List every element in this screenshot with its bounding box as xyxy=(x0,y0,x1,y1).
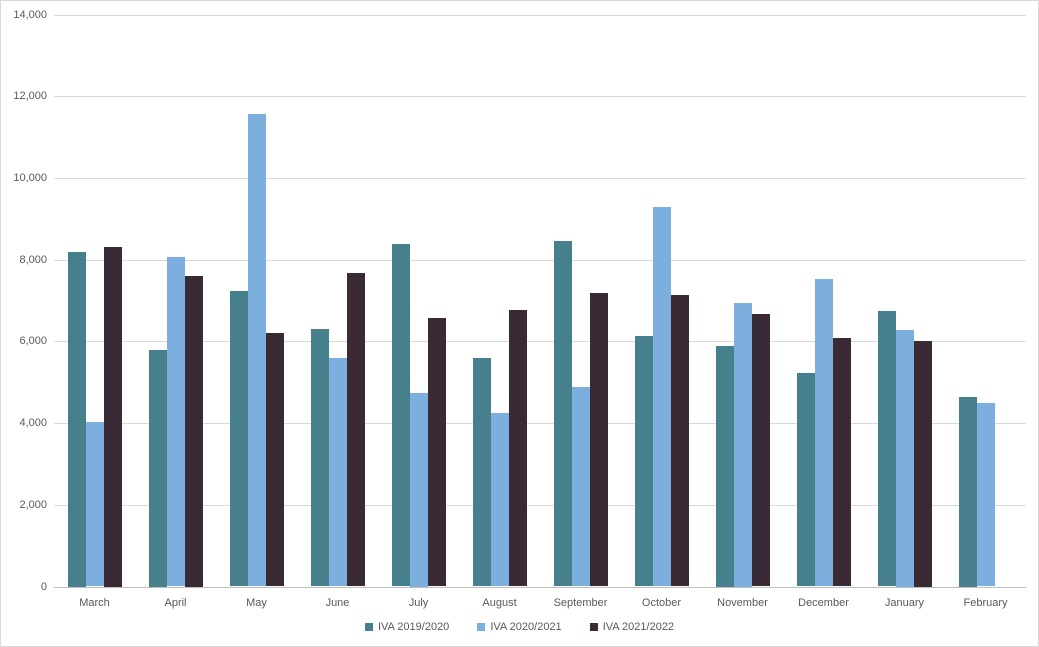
bar-iva-2020-2021-december xyxy=(814,279,833,587)
bar-iva-2019-2020-may xyxy=(229,291,248,587)
bar-iva-2020-2021-august xyxy=(490,412,509,587)
y-axis-tick-label: 14,000 xyxy=(13,8,47,21)
bar-iva-2020-2021-october xyxy=(652,206,671,587)
y-axis-tick-label: 10,000 xyxy=(13,172,47,184)
bar-iva-2021-2022-september xyxy=(589,293,608,587)
x-axis-tick-label: September xyxy=(553,597,608,609)
y-axis-tick-label: 4,000 xyxy=(19,417,47,430)
bar-iva-2020-2021-february xyxy=(976,403,995,587)
x-axis-tick-label: December xyxy=(798,597,849,609)
x-axis-tick-label: February xyxy=(963,597,1008,609)
y-gridline xyxy=(54,259,1026,261)
y-axis-tick-label: 0 xyxy=(40,580,47,593)
bar-iva-2021-2022-october xyxy=(670,295,689,587)
bar-iva-2019-2020-february xyxy=(958,397,977,587)
legend-item-iva-2021-2022: IVA 2021/2022 xyxy=(589,621,675,633)
legend-label: IVA 2021/2022 xyxy=(602,621,675,633)
bar-iva-2021-2022-november xyxy=(751,314,770,587)
legend-swatch-icon xyxy=(477,623,486,631)
bar-iva-2021-2022-august xyxy=(508,309,527,587)
x-axis-tick-label: July xyxy=(408,597,429,609)
bar-iva-2020-2021-november xyxy=(733,303,752,587)
bar-iva-2021-2022-march xyxy=(103,247,122,587)
bar-iva-2020-2021-june xyxy=(328,357,347,587)
bar-iva-2019-2020-october xyxy=(634,336,653,587)
y-axis-tick-label: 6,000 xyxy=(19,335,47,348)
x-axis-tick-label: April xyxy=(164,597,187,609)
bar-iva-2019-2020-december xyxy=(796,373,815,587)
chart-legend: IVA 2019/2020 IVA 2020/2021 IVA 2021/2022 xyxy=(1,617,1038,637)
bar-iva-2021-2022-june xyxy=(346,272,365,587)
y-axis-tick-label: 12,000 xyxy=(13,90,47,103)
x-axis-line xyxy=(54,586,1026,588)
x-axis-tick-label: August xyxy=(482,597,517,609)
bar-iva-2021-2022-april xyxy=(184,276,203,587)
bar-iva-2019-2020-january xyxy=(877,311,896,587)
legend-item-iva-2020-2021: IVA 2020/2021 xyxy=(477,621,562,633)
legend-swatch-icon xyxy=(364,623,373,631)
y-gridline xyxy=(54,504,1026,506)
legend-label: IVA 2019/2020 xyxy=(377,621,450,633)
legend-swatch-icon xyxy=(589,623,598,631)
bar-iva-2019-2020-july xyxy=(391,244,410,587)
bar-iva-2020-2021-september xyxy=(571,387,590,587)
bar-iva-2019-2020-june xyxy=(310,329,329,587)
x-axis-tick-label: November xyxy=(717,597,768,609)
y-gridline xyxy=(54,96,1026,98)
x-axis-tick-label: January xyxy=(884,597,925,609)
legend-label: IVA 2020/2021 xyxy=(490,621,562,633)
y-gridline xyxy=(54,423,1026,425)
bar-iva-2019-2020-september xyxy=(553,240,572,587)
bar-iva-2021-2022-july xyxy=(427,317,446,587)
y-gridline xyxy=(54,341,1026,343)
bar-iva-2021-2022-january xyxy=(913,341,932,587)
bar-iva-2019-2020-april xyxy=(148,350,167,587)
bar-iva-2021-2022-december xyxy=(832,337,851,587)
x-axis-tick-label: June xyxy=(325,597,350,609)
legend-item-iva-2019-2020: IVA 2019/2020 xyxy=(364,621,450,633)
x-axis-tick-label: October xyxy=(641,597,682,609)
y-gridline xyxy=(54,14,1026,16)
bar-iva-2019-2020-march xyxy=(67,251,86,587)
y-gridline xyxy=(54,178,1026,179)
bar-iva-2020-2021-january xyxy=(895,330,914,587)
bar-iva-2019-2020-august xyxy=(472,357,491,587)
bar-iva-2020-2021-march xyxy=(85,421,104,587)
bar-iva-2020-2021-july xyxy=(409,392,428,587)
y-axis-tick-label: 8,000 xyxy=(19,253,47,266)
x-axis-tick-label: March xyxy=(79,597,110,609)
bar-iva-2020-2021-april xyxy=(166,256,185,587)
x-axis-tick-label: May xyxy=(246,597,267,609)
bar-iva-2021-2022-may xyxy=(265,332,284,587)
y-axis-tick-label: 2,000 xyxy=(19,498,47,511)
bar-iva-2019-2020-november xyxy=(715,345,734,587)
bar-iva-2020-2021-may xyxy=(247,114,266,587)
